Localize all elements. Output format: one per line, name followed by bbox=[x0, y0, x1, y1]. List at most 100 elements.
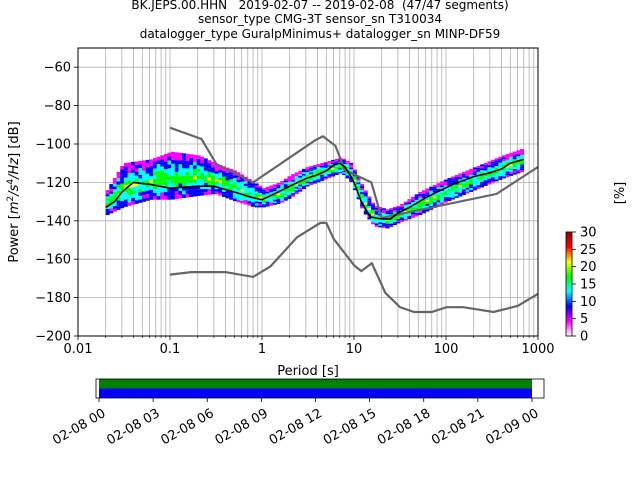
density-cell bbox=[225, 193, 230, 196]
density-cell bbox=[367, 206, 372, 208]
density-cell bbox=[509, 170, 514, 173]
density-cell bbox=[287, 176, 292, 179]
density-cell bbox=[269, 202, 274, 204]
density-cell bbox=[516, 156, 521, 159]
density-cell bbox=[381, 213, 386, 215]
density-cell bbox=[509, 166, 514, 169]
density-cell bbox=[123, 173, 128, 178]
density-cell bbox=[312, 180, 317, 183]
density-cell bbox=[447, 197, 452, 200]
coverage-bar bbox=[99, 379, 532, 389]
density-cell bbox=[487, 182, 492, 185]
density-cell bbox=[403, 203, 408, 205]
density-cell bbox=[501, 170, 506, 173]
density-cell bbox=[200, 172, 205, 177]
density-cell bbox=[338, 166, 343, 169]
density-cell bbox=[192, 182, 197, 187]
density-cell bbox=[451, 191, 455, 194]
density-cell bbox=[123, 166, 128, 171]
density-cell bbox=[214, 168, 219, 172]
density-cell bbox=[498, 160, 503, 163]
density-cell bbox=[454, 192, 459, 195]
density-cell bbox=[218, 185, 223, 188]
density-cell bbox=[276, 188, 281, 190]
density-cell bbox=[105, 208, 110, 211]
density-cell bbox=[145, 176, 150, 181]
density-cell bbox=[138, 171, 143, 175]
density-cell bbox=[421, 209, 426, 212]
density-cell bbox=[392, 206, 397, 209]
density-cell bbox=[203, 164, 208, 168]
density-cell bbox=[185, 190, 190, 194]
density-cell bbox=[291, 187, 296, 190]
y-label-unit: m bbox=[7, 201, 22, 214]
density-cell bbox=[222, 171, 226, 174]
density-cell bbox=[112, 208, 117, 212]
density-cell bbox=[182, 171, 186, 176]
density-cell bbox=[411, 216, 415, 218]
density-cell bbox=[465, 176, 470, 179]
density-cell bbox=[149, 176, 154, 180]
density-cell bbox=[134, 175, 139, 180]
density-cell bbox=[214, 171, 219, 174]
density-cell bbox=[189, 182, 194, 187]
density-cell bbox=[105, 202, 110, 205]
density-cell bbox=[294, 177, 299, 180]
density-cell bbox=[316, 168, 321, 171]
density-cell bbox=[487, 161, 492, 164]
density-cell bbox=[229, 197, 234, 200]
density-cell bbox=[112, 194, 117, 198]
density-cell bbox=[240, 188, 245, 192]
density-cell bbox=[225, 180, 230, 183]
density-cell bbox=[182, 190, 186, 195]
density-cell bbox=[112, 203, 117, 206]
density-cell bbox=[182, 179, 186, 184]
density-cell bbox=[323, 175, 328, 177]
density-cell bbox=[429, 203, 434, 206]
density-cell bbox=[127, 194, 132, 199]
density-cell bbox=[142, 194, 146, 199]
density-cell bbox=[312, 177, 317, 179]
density-cell bbox=[389, 225, 394, 227]
density-cell bbox=[218, 180, 223, 183]
density-cell bbox=[138, 192, 143, 196]
density-cell bbox=[323, 161, 328, 164]
density-cell bbox=[447, 199, 452, 202]
density-cell bbox=[458, 177, 463, 180]
density-cell bbox=[447, 177, 452, 180]
density-cell bbox=[451, 187, 455, 190]
density-cell bbox=[116, 184, 121, 188]
density-cell bbox=[240, 179, 245, 182]
density-cell bbox=[123, 195, 128, 200]
density-cell bbox=[182, 164, 186, 169]
density-cell bbox=[196, 189, 201, 193]
probability-density bbox=[105, 149, 525, 229]
density-cell bbox=[149, 193, 154, 197]
density-cell bbox=[334, 161, 339, 163]
density-cell bbox=[356, 184, 361, 187]
density-cell bbox=[269, 195, 274, 198]
density-cell bbox=[240, 181, 245, 185]
density-cell bbox=[280, 186, 285, 189]
density-cell bbox=[316, 179, 321, 181]
coverage-tick-label: 02-08 12 bbox=[267, 406, 325, 448]
density-cell bbox=[251, 198, 256, 201]
y-tick-label: −200 bbox=[35, 330, 71, 345]
density-cell bbox=[371, 211, 376, 214]
density-cell bbox=[396, 205, 401, 208]
density-cell bbox=[167, 195, 172, 200]
density-cell bbox=[123, 192, 128, 196]
coverage-tick-label: 02-08 15 bbox=[321, 406, 379, 448]
density-cell bbox=[171, 159, 176, 164]
density-cell bbox=[509, 156, 514, 159]
density-cell bbox=[269, 198, 274, 201]
density-cell bbox=[207, 160, 212, 164]
density-cell bbox=[160, 177, 165, 182]
density-cell bbox=[145, 163, 150, 167]
density-cell bbox=[345, 175, 350, 177]
density-cell bbox=[214, 178, 219, 182]
colorbar-tick-label: 15 bbox=[580, 278, 597, 293]
density-cell bbox=[414, 203, 419, 206]
density-cell bbox=[480, 170, 485, 173]
density-cell bbox=[232, 170, 237, 173]
